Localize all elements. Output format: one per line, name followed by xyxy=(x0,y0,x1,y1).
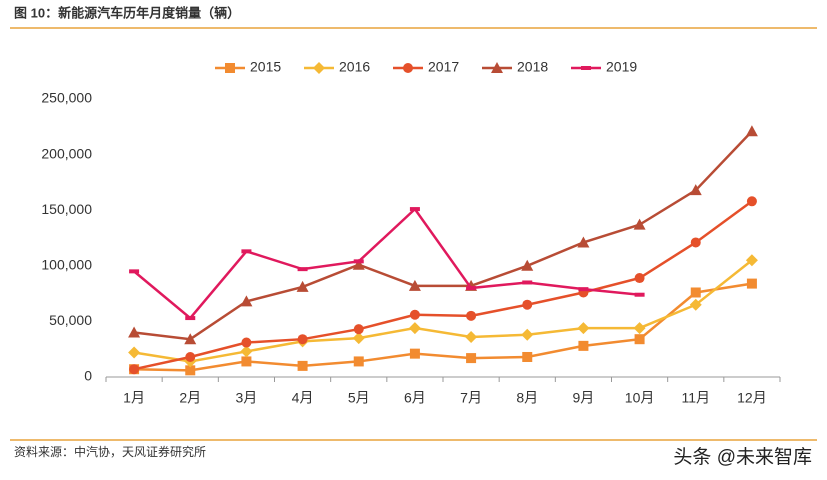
point xyxy=(745,254,758,267)
x-tick-label: 6月 xyxy=(404,390,426,406)
x-tick-label: 2月 xyxy=(179,390,201,406)
legend-marker xyxy=(225,63,235,73)
point xyxy=(689,184,702,196)
point xyxy=(746,196,757,207)
point xyxy=(522,299,533,310)
point xyxy=(128,346,141,359)
point xyxy=(690,237,701,248)
point xyxy=(690,287,701,298)
point xyxy=(185,316,196,321)
legend-label: 2017 xyxy=(428,59,459,75)
point xyxy=(353,324,364,335)
point xyxy=(353,356,364,367)
point xyxy=(353,259,364,264)
point xyxy=(185,365,196,376)
point xyxy=(241,249,252,254)
point xyxy=(634,334,645,345)
x-tick-label: 1月 xyxy=(123,390,145,406)
point xyxy=(352,332,365,345)
y-tick-label: 200,000 xyxy=(41,145,92,161)
x-tick-label: 11月 xyxy=(681,390,710,406)
point xyxy=(409,348,420,359)
point xyxy=(633,322,646,335)
y-tick-label: 100,000 xyxy=(41,257,92,273)
point xyxy=(522,280,533,285)
point xyxy=(521,328,534,341)
point xyxy=(296,280,309,292)
point xyxy=(408,322,421,335)
point xyxy=(578,287,589,292)
x-tick-label: 4月 xyxy=(292,390,314,406)
series-line xyxy=(133,207,640,320)
legend-marker xyxy=(581,66,591,70)
point xyxy=(577,322,590,335)
series-line xyxy=(133,200,753,371)
point xyxy=(409,207,420,212)
point xyxy=(297,360,308,371)
watermark: 头条 @未来智库 xyxy=(673,446,812,468)
point xyxy=(746,278,757,289)
point xyxy=(689,298,702,311)
point xyxy=(297,334,308,345)
x-tick-label: 10月 xyxy=(625,390,655,406)
x-tick-label: 9月 xyxy=(573,390,595,406)
x-tick-label: 3月 xyxy=(236,390,258,406)
point xyxy=(184,333,197,345)
legend-marker xyxy=(491,62,503,73)
point xyxy=(240,345,253,358)
legend-label: 2018 xyxy=(517,59,548,75)
x-tick-label: 12月 xyxy=(737,390,767,406)
legend-label: 2015 xyxy=(250,59,281,75)
point xyxy=(466,286,477,291)
y-tick-label: 150,000 xyxy=(41,201,92,217)
x-tick-label: 7月 xyxy=(460,390,482,406)
point xyxy=(578,340,589,351)
series-line xyxy=(133,259,753,363)
x-tick-label: 8月 xyxy=(516,390,538,406)
legend-marker xyxy=(403,63,413,73)
y-tick-label: 0 xyxy=(84,368,92,384)
point xyxy=(408,279,421,291)
point xyxy=(241,337,252,348)
point xyxy=(241,356,252,367)
point xyxy=(465,330,478,343)
point xyxy=(129,364,140,375)
point xyxy=(129,269,140,274)
point xyxy=(240,295,253,307)
x-tick-label: 5月 xyxy=(348,390,370,406)
point xyxy=(297,267,308,272)
series-line xyxy=(133,130,753,341)
series-line xyxy=(134,282,753,372)
chart-title: 图 10：新能源汽车历年月度销量（辆） xyxy=(14,5,240,20)
point xyxy=(466,310,477,321)
point xyxy=(352,258,365,270)
point xyxy=(577,236,590,248)
legend-label: 2019 xyxy=(606,59,637,75)
point xyxy=(634,273,645,284)
legend-label: 2016 xyxy=(339,59,370,75)
source-note: 资料来源：中汽协，天风证券研究所 xyxy=(14,444,206,459)
point xyxy=(409,309,420,320)
point xyxy=(128,326,141,338)
point xyxy=(634,292,645,297)
y-tick-label: 50,000 xyxy=(49,312,92,328)
point xyxy=(466,353,477,364)
point xyxy=(633,218,646,230)
point xyxy=(185,351,196,362)
legend-marker xyxy=(313,62,325,74)
point xyxy=(745,125,758,137)
y-tick-label: 250,000 xyxy=(41,90,92,106)
point xyxy=(521,259,534,271)
point xyxy=(522,351,533,362)
